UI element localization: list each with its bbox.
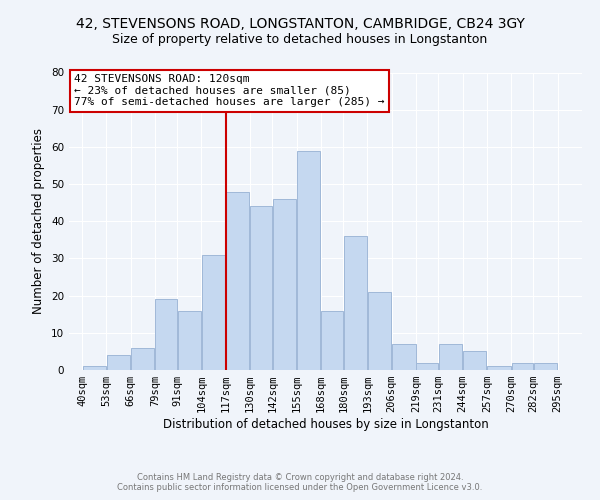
X-axis label: Distribution of detached houses by size in Longstanton: Distribution of detached houses by size … xyxy=(163,418,488,431)
Bar xyxy=(131,348,154,370)
Text: Contains HM Land Registry data © Crown copyright and database right 2024.: Contains HM Land Registry data © Crown c… xyxy=(137,472,463,482)
Bar xyxy=(463,352,487,370)
Y-axis label: Number of detached properties: Number of detached properties xyxy=(32,128,46,314)
Bar xyxy=(273,199,296,370)
Bar xyxy=(322,310,343,370)
Text: 42 STEVENSONS ROAD: 120sqm
← 23% of detached houses are smaller (85)
77% of semi: 42 STEVENSONS ROAD: 120sqm ← 23% of deta… xyxy=(74,74,385,107)
Bar xyxy=(155,300,177,370)
Text: Size of property relative to detached houses in Longstanton: Size of property relative to detached ho… xyxy=(112,32,488,46)
Bar xyxy=(250,206,272,370)
Text: Contains public sector information licensed under the Open Government Licence v3: Contains public sector information licen… xyxy=(118,484,482,492)
Text: 42, STEVENSONS ROAD, LONGSTANTON, CAMBRIDGE, CB24 3GY: 42, STEVENSONS ROAD, LONGSTANTON, CAMBRI… xyxy=(76,18,524,32)
Bar xyxy=(439,344,462,370)
Bar xyxy=(83,366,106,370)
Bar xyxy=(534,362,557,370)
Bar xyxy=(416,362,438,370)
Bar xyxy=(178,310,201,370)
Bar xyxy=(368,292,391,370)
Bar xyxy=(226,192,250,370)
Bar xyxy=(107,355,130,370)
Bar xyxy=(512,362,533,370)
Bar xyxy=(487,366,511,370)
Bar xyxy=(297,150,320,370)
Bar xyxy=(202,254,225,370)
Bar xyxy=(344,236,367,370)
Bar xyxy=(392,344,416,370)
